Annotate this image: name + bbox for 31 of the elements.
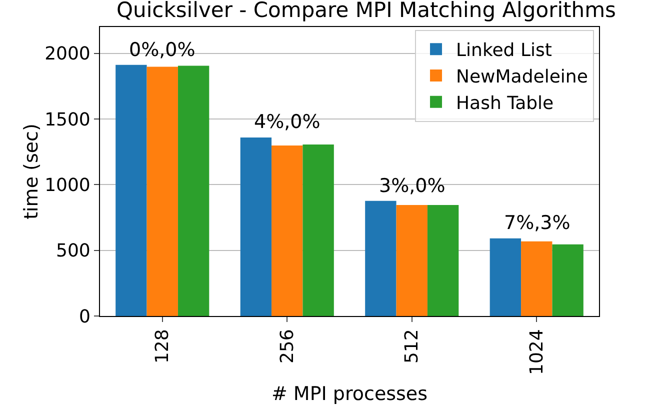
bar (552, 244, 584, 316)
legend-label: NewMadeleine (456, 66, 588, 88)
y-tick-label: 1000 (44, 174, 90, 196)
x-tick-label: 1024 (526, 329, 548, 376)
bar (396, 205, 428, 316)
chart-title: Quicksilver - Compare MPI Matching Algorithms (116, 0, 616, 22)
bar (240, 137, 272, 316)
y-tick-label: 1500 (44, 109, 90, 130)
x-tick-label: 128 (152, 329, 174, 364)
bar (146, 66, 178, 316)
bar (427, 205, 459, 316)
annotation: 4%,0% (254, 111, 320, 133)
x-tick-label: 512 (402, 329, 423, 364)
bar (272, 145, 303, 316)
y-tick-label: 0 (78, 306, 90, 328)
bar (302, 144, 334, 316)
y-tick-label: 500 (56, 240, 90, 262)
y-axis-title: time (sec) (20, 124, 43, 220)
annotation: 0%,0% (129, 39, 196, 61)
x-axis-title: # MPI processes (271, 382, 428, 405)
y-tick-label: 2000 (44, 44, 90, 65)
legend-label: Hash Table (456, 92, 554, 114)
bar (178, 66, 210, 316)
bar (116, 64, 147, 316)
x-tick-label: 256 (276, 329, 298, 364)
annotation: 3%,0% (379, 175, 446, 197)
bar (490, 238, 522, 316)
annotation: 7%,3% (504, 212, 570, 234)
legend-label: Linked List (456, 40, 552, 62)
bar (521, 241, 552, 316)
bar (365, 200, 396, 316)
